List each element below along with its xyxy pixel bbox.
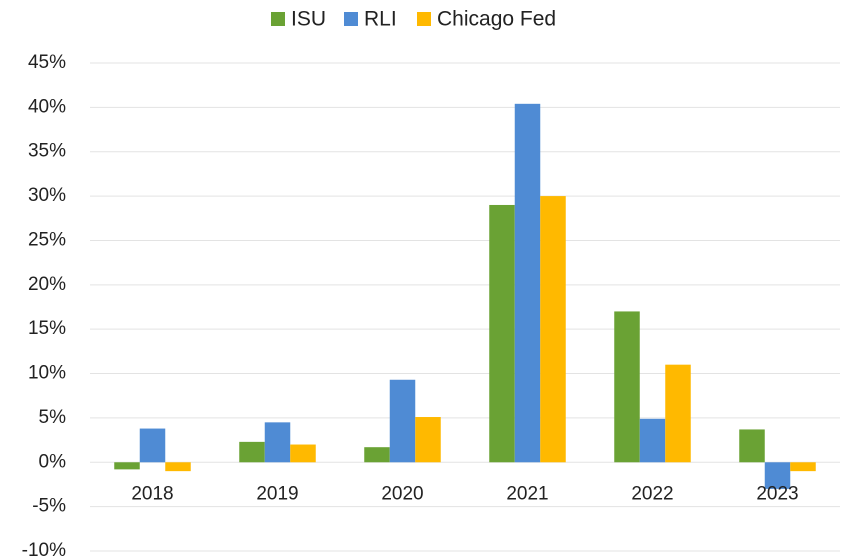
x-tick-label: 2023 xyxy=(756,483,798,504)
bar xyxy=(264,422,291,463)
y-tick-label: 0% xyxy=(39,451,67,472)
legend-swatch xyxy=(417,12,431,26)
bar xyxy=(739,429,765,463)
y-tick-label: 30% xyxy=(28,185,66,206)
y-tick-label: 40% xyxy=(28,96,66,117)
bar xyxy=(665,364,691,463)
bar xyxy=(639,418,666,463)
x-tick-label: 2020 xyxy=(381,483,423,504)
x-tick-label: 2022 xyxy=(631,483,673,504)
y-tick-label: 5% xyxy=(39,407,67,428)
bar xyxy=(114,462,140,470)
y-tick-label: -5% xyxy=(32,496,66,517)
bar xyxy=(389,379,416,463)
bar xyxy=(364,447,390,463)
bar xyxy=(239,441,265,463)
bar xyxy=(764,462,791,489)
legend-label: Chicago Fed xyxy=(437,8,556,31)
y-tick-label: -10% xyxy=(22,540,66,560)
legend-label: RLI xyxy=(364,8,397,31)
bar xyxy=(614,311,640,463)
bar xyxy=(165,462,191,472)
bar xyxy=(139,428,166,463)
bar xyxy=(514,103,541,463)
legend-label: ISU xyxy=(291,8,326,31)
y-tick-label: 20% xyxy=(28,274,66,295)
bar xyxy=(415,417,441,463)
y-tick-label: 35% xyxy=(28,141,66,162)
bar xyxy=(290,444,316,463)
x-tick-label: 2021 xyxy=(506,483,548,504)
bar xyxy=(540,196,566,463)
bar xyxy=(790,462,816,472)
y-tick-label: 45% xyxy=(28,52,66,73)
y-tick-label: 10% xyxy=(28,363,66,384)
legend-swatch xyxy=(271,12,285,26)
x-tick-label: 2019 xyxy=(256,483,298,504)
y-tick-label: 25% xyxy=(28,229,66,250)
x-tick-label: 2018 xyxy=(131,483,173,504)
bar xyxy=(489,204,515,463)
legend-swatch xyxy=(344,12,358,26)
y-tick-label: 15% xyxy=(28,318,66,339)
